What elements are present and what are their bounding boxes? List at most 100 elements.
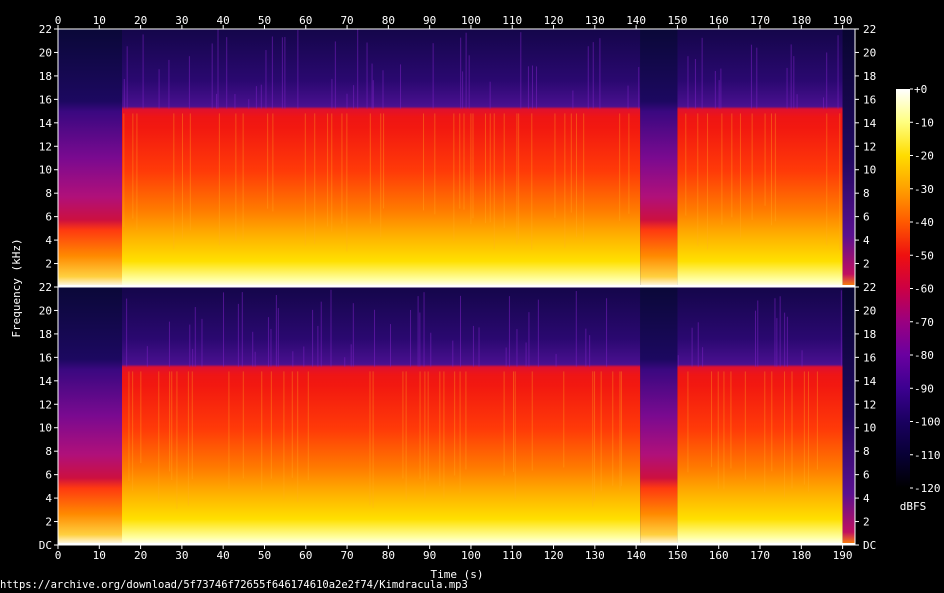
y-tick-label-right: 4 xyxy=(863,234,870,247)
y-tick-label-left: 20 xyxy=(39,46,52,59)
colorbar-tick-label: -70 xyxy=(914,316,934,329)
colorbar-label: dBFS xyxy=(900,500,927,513)
colorbar-tick-label: -30 xyxy=(914,183,934,196)
segment-2 xyxy=(122,29,641,287)
colorbar-tick-label: -90 xyxy=(914,382,934,395)
y-tick-label-left: 22 xyxy=(39,281,52,294)
y-tick-label-right: 4 xyxy=(863,492,870,505)
spectrogram-channel-1 xyxy=(58,29,855,287)
colorbar-tick-label: -100 xyxy=(914,416,941,429)
colorbar-tick-label: -120 xyxy=(914,482,941,495)
y-tick-label-left: 20 xyxy=(39,304,52,317)
y-tick-label-right: DC xyxy=(863,539,876,552)
axes: 0 0 10 10 20 20 30 30 40 40 50 50 60 60 70 70 80 80 90 90 10… xyxy=(39,14,877,562)
x-tick-label-top: 70 xyxy=(340,14,353,27)
x-tick-label-bottom: 40 xyxy=(217,549,230,562)
spectrogram-channel-2 xyxy=(58,287,855,545)
x-tick-label-top: 10 xyxy=(93,14,106,27)
x-tick-label-bottom: 130 xyxy=(585,549,605,562)
spectrogram-panels xyxy=(58,29,855,545)
y-tick-label-left: 4 xyxy=(45,492,52,505)
x-tick-label-bottom: 50 xyxy=(258,549,271,562)
x-axis-label: Time (s) xyxy=(431,568,484,581)
y-tick-label-left: 14 xyxy=(39,117,53,130)
y-tick-label-left: 10 xyxy=(39,164,52,177)
y-tick-label-right: 2 xyxy=(863,258,870,271)
y-tick-label-left: 6 xyxy=(45,469,52,482)
y-tick-label-left: 6 xyxy=(45,211,52,224)
x-tick-label-top: 0 xyxy=(55,14,62,27)
x-tick-label-bottom: 10 xyxy=(93,549,106,562)
x-tick-label-bottom: 150 xyxy=(667,549,687,562)
y-tick-label-left: 16 xyxy=(39,93,52,106)
y-tick-label-left: 8 xyxy=(45,445,52,458)
x-tick-label-bottom: 180 xyxy=(791,549,811,562)
y-axis-label: Frequency (kHz) xyxy=(10,238,23,337)
x-tick-label-bottom: 140 xyxy=(626,549,646,562)
segment-2 xyxy=(122,287,641,545)
y-tick-label-right: 10 xyxy=(863,164,876,177)
x-tick-label-top: 80 xyxy=(382,14,395,27)
x-tick-label-top: 180 xyxy=(791,14,811,27)
x-tick-label-top: 50 xyxy=(258,14,271,27)
colorbar-tick-label: -50 xyxy=(914,249,934,262)
x-tick-label-bottom: 190 xyxy=(833,549,853,562)
x-tick-label-bottom: 160 xyxy=(709,549,729,562)
x-tick-label-top: 140 xyxy=(626,14,646,27)
y-tick-label-left: DC xyxy=(39,539,52,552)
colorbar-tick-label: -40 xyxy=(914,216,934,229)
source-url: https://archive.org/download/5f73746f726… xyxy=(0,579,468,591)
segment-1 xyxy=(58,29,123,287)
segment-4 xyxy=(677,287,843,545)
x-tick-label-top: 130 xyxy=(585,14,605,27)
segment-5 xyxy=(842,29,855,287)
y-tick-label-right: 20 xyxy=(863,304,876,317)
x-tick-label-top: 90 xyxy=(423,14,436,27)
x-tick-label-bottom: 120 xyxy=(544,549,564,562)
x-tick-label-top: 170 xyxy=(750,14,770,27)
x-tick-label-top: 150 xyxy=(667,14,687,27)
x-tick-label-top: 190 xyxy=(833,14,853,27)
y-tick-label-right: 6 xyxy=(863,211,870,224)
y-tick-label-left: 22 xyxy=(39,23,52,36)
y-tick-label-left: 2 xyxy=(45,516,52,529)
y-tick-label-right: 18 xyxy=(863,70,876,83)
colorbar-tick-label: +0 xyxy=(914,83,927,96)
y-tick-label-right: 10 xyxy=(863,422,876,435)
x-tick-label-top: 60 xyxy=(299,14,312,27)
y-tick-label-left: 12 xyxy=(39,140,52,153)
colorbar-tick-label: -80 xyxy=(914,349,934,362)
y-tick-label-left: 10 xyxy=(39,422,52,435)
x-tick-label-bottom: 110 xyxy=(502,549,522,562)
y-tick-label-left: 2 xyxy=(45,258,52,271)
colorbar-gradient xyxy=(896,89,910,488)
y-tick-label-left: 12 xyxy=(39,398,52,411)
x-tick-label-bottom: 170 xyxy=(750,549,770,562)
y-tick-label-left: 16 xyxy=(39,351,52,364)
x-tick-label-bottom: 90 xyxy=(423,549,436,562)
x-tick-label-bottom: 70 xyxy=(340,549,353,562)
y-tick-label-right: 12 xyxy=(863,140,876,153)
y-tick-label-right: 20 xyxy=(863,46,876,59)
y-tick-label-left: 8 xyxy=(45,187,52,200)
colorbar-tick-label: -60 xyxy=(914,283,934,296)
y-tick-label-right: 18 xyxy=(863,328,876,341)
x-tick-label-top: 110 xyxy=(502,14,522,27)
segment-3 xyxy=(640,29,678,287)
x-tick-label-bottom: 100 xyxy=(461,549,481,562)
colorbar: +0 -10 -20 -30 -40 -50 -60 -70 -80 -90 -100 -110 -12… xyxy=(896,83,941,495)
y-tick-label-right: 12 xyxy=(863,398,876,411)
y-tick-label-left: 14 xyxy=(39,375,53,388)
x-tick-label-top: 100 xyxy=(461,14,481,27)
y-tick-label-right: 6 xyxy=(863,469,870,482)
x-tick-label-top: 120 xyxy=(544,14,564,27)
x-tick-label-bottom: 30 xyxy=(175,549,188,562)
segment-1 xyxy=(58,287,123,545)
colorbar-tick-label: -110 xyxy=(914,449,941,462)
x-tick-label-bottom: 0 xyxy=(55,549,62,562)
y-tick-label-left: 4 xyxy=(45,234,52,247)
segment-3 xyxy=(640,287,678,545)
y-tick-label-right: 14 xyxy=(863,117,877,130)
x-tick-label-top: 40 xyxy=(217,14,230,27)
y-tick-label-right: 8 xyxy=(863,445,870,458)
